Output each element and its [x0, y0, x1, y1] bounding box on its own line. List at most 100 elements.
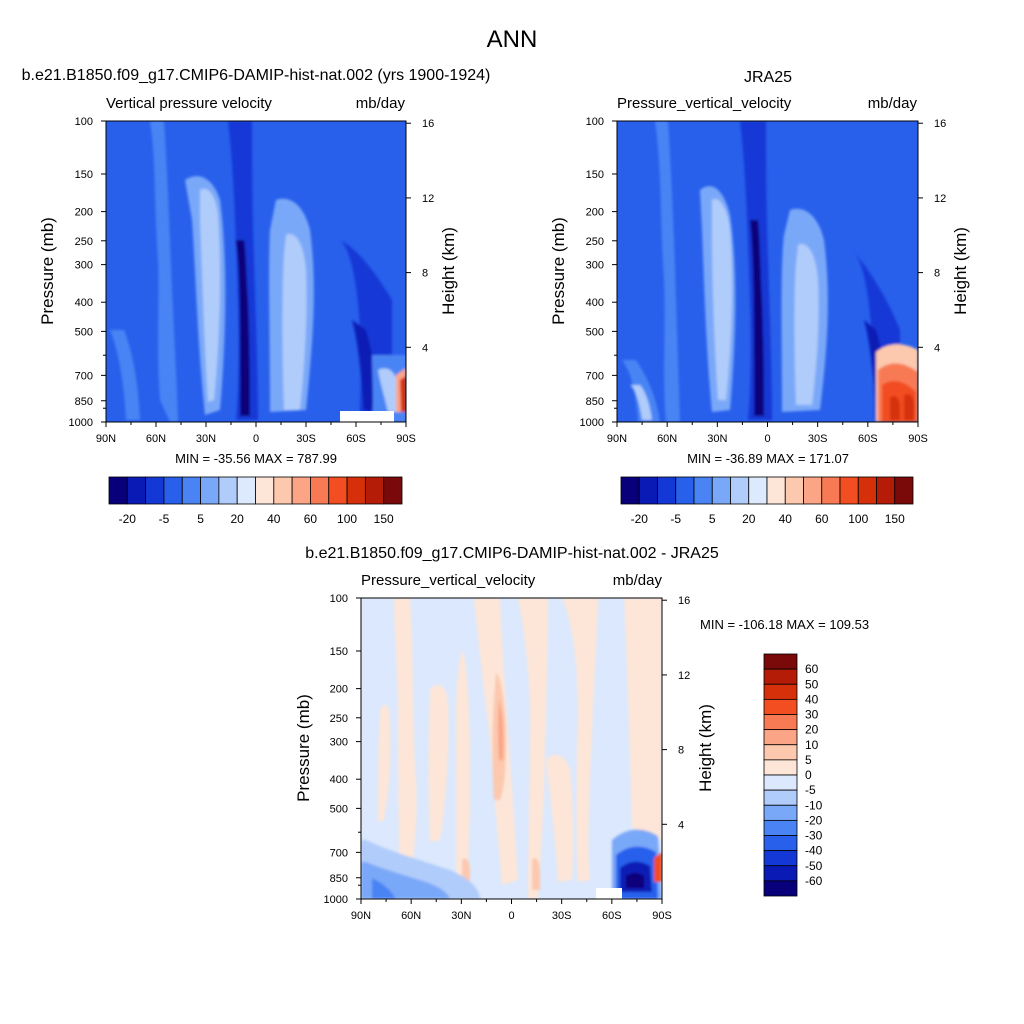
panel-1-ytick-label: 850 [75, 396, 93, 408]
panel-1-ylabel-right: Height (km) [439, 227, 458, 315]
colorbar-3-label: 40 [805, 692, 819, 706]
panel-1-ytick-label: 250 [75, 236, 93, 248]
colorbar-3-swatch [763, 819, 798, 836]
panel-2-ytick-label: 500 [586, 326, 604, 338]
colorbar-3-swatch [763, 683, 798, 700]
colorbar-3-swatch [763, 698, 798, 715]
panel-3-ytick-label: 1000 [324, 894, 348, 906]
panel-3-ylabel-right: Height (km) [696, 704, 715, 792]
panel-2-units-label: mb/day [867, 95, 917, 112]
colorbar-1-label: 150 [374, 512, 394, 526]
panel-1-xtick-label: 30S [296, 433, 316, 445]
panel-2-height-tick-label: 12 [934, 193, 946, 205]
panel-1-ytick-label: 300 [75, 260, 93, 272]
panel-1-xtick-label: 30N [196, 433, 216, 445]
panel-1-ytick-label: 200 [75, 207, 93, 219]
colorbar-3-label: -10 [805, 798, 823, 812]
panel-3-ytick-label: 100 [330, 593, 348, 605]
colorbar-3-label: 20 [805, 723, 819, 737]
panel-1-units-label: mb/day [355, 95, 405, 112]
panel-2-contour-field [617, 121, 918, 422]
panel-1-ytick-label: 500 [75, 326, 93, 338]
colorbar-3-label: -30 [805, 829, 823, 843]
colorbar-3-label: -20 [805, 813, 823, 827]
panel-2-xtick-label: 90N [607, 433, 627, 445]
colorbar-3-label: 10 [805, 738, 819, 752]
colorbar-3-swatch [763, 653, 798, 670]
colorbar-2-label: 100 [848, 512, 868, 526]
panel-2-title: JRA25 [743, 69, 793, 86]
colorbar-3-swatch [763, 835, 798, 852]
panel-1-minmax: MIN = -35.56 MAX = 787.99 [175, 451, 337, 466]
panel-1-title: b.e21.B1850.f09_g17.CMIP6-DAMIP-hist-nat… [21, 67, 491, 84]
colorbar-2-label: -5 [670, 512, 681, 526]
panel-1-height-tick-label: 4 [422, 342, 428, 354]
panel-2-xtick-label: 0 [764, 433, 770, 445]
panel-1-ytick-label: 400 [75, 297, 93, 309]
panel-2-ytick-label: 300 [586, 260, 604, 272]
colorbar-1-label: 60 [304, 512, 318, 526]
panel-2-minmax: MIN = -36.89 MAX = 171.07 [687, 451, 849, 466]
colorbar-2-label: 20 [742, 512, 756, 526]
colorbar-2-label: -20 [631, 512, 649, 526]
panel-3-ylabel: Pressure (mb) [294, 694, 313, 802]
colorbar-2-swatch [730, 476, 750, 505]
colorbar-3-label: 60 [805, 662, 819, 676]
colorbar-3-swatch [763, 804, 798, 821]
panel-3-xtick-label: 0 [508, 910, 514, 922]
colorbar-3-swatch [763, 759, 798, 776]
panel-1-height-tick-label: 12 [422, 193, 434, 205]
panel-2-xtick-label: 60S [858, 433, 878, 445]
panel-2-ytick-label: 150 [586, 169, 604, 181]
panel-1-variable-label: Vertical pressure velocity [106, 95, 272, 112]
panel-3-ytick-label: 200 [330, 684, 348, 696]
colorbar-2-swatch [894, 476, 914, 505]
panel-2-ytick-label: 400 [586, 297, 604, 309]
colorbar-1-label: 40 [267, 512, 281, 526]
panel-2-height-tick-label: 8 [934, 268, 940, 280]
panel-3-contour-field [361, 598, 662, 899]
panel-2-ytick-label: 200 [586, 207, 604, 219]
colorbar-3-label: 50 [805, 677, 819, 691]
colorbar-2-swatch [748, 476, 768, 505]
panel-3-xtick-label: 90N [351, 910, 371, 922]
panel-3-ytick-label: 300 [330, 737, 348, 749]
colorbar-2-swatch [766, 476, 786, 505]
panel-3-xtick-label: 60N [401, 910, 421, 922]
panel-3-height-tick-label: 8 [678, 745, 684, 757]
panel-3-ytick-label: 850 [330, 873, 348, 885]
colorbar-1-swatch [364, 476, 385, 505]
colorbar-1-label: 100 [337, 512, 357, 526]
panel-3-ytick-label: 500 [330, 803, 348, 815]
panel-2-ytick-label: 250 [586, 236, 604, 248]
panel-1-xtick-label: 90S [396, 433, 416, 445]
colorbar-1-swatch [346, 476, 366, 505]
colorbar-1-swatch [108, 476, 128, 505]
colorbar-2-label: 40 [779, 512, 793, 526]
panel-3-xtick-label: 60S [602, 910, 622, 922]
figure-title: ANN [486, 26, 538, 53]
colorbar-1-swatch [291, 476, 311, 505]
panel-2-ylabel: Pressure (mb) [549, 217, 568, 325]
colorbar-2-swatch [675, 476, 695, 505]
panel-2-variable-label: Pressure_vertical_velocity [617, 95, 792, 112]
colorbar-2-swatch [693, 476, 713, 505]
panel-1-xtick-label: 60S [346, 433, 366, 445]
panel-1-xtick-label: 60N [146, 433, 166, 445]
panel-3-height-tick-label: 16 [678, 595, 690, 607]
colorbar-3-swatch [763, 789, 798, 806]
panel-2-xtick-label: 30N [707, 433, 727, 445]
panel-1-height-tick-label: 8 [422, 268, 428, 280]
colorbar-2-swatch [857, 476, 877, 505]
panel-1-ytick-label: 700 [75, 370, 93, 382]
colorbar-3-swatch [763, 714, 798, 731]
colorbar-1-swatch [328, 476, 348, 505]
panel-1-height-tick-label: 16 [422, 118, 434, 130]
colorbar-1-swatch [310, 476, 330, 505]
colorbar-3-swatch [763, 729, 798, 746]
colorbar-3-swatch [763, 865, 798, 882]
panel-3-height-tick-label: 4 [678, 819, 684, 831]
colorbar-1-label: -20 [119, 512, 137, 526]
panel-2-height-tick-label: 16 [934, 118, 946, 130]
